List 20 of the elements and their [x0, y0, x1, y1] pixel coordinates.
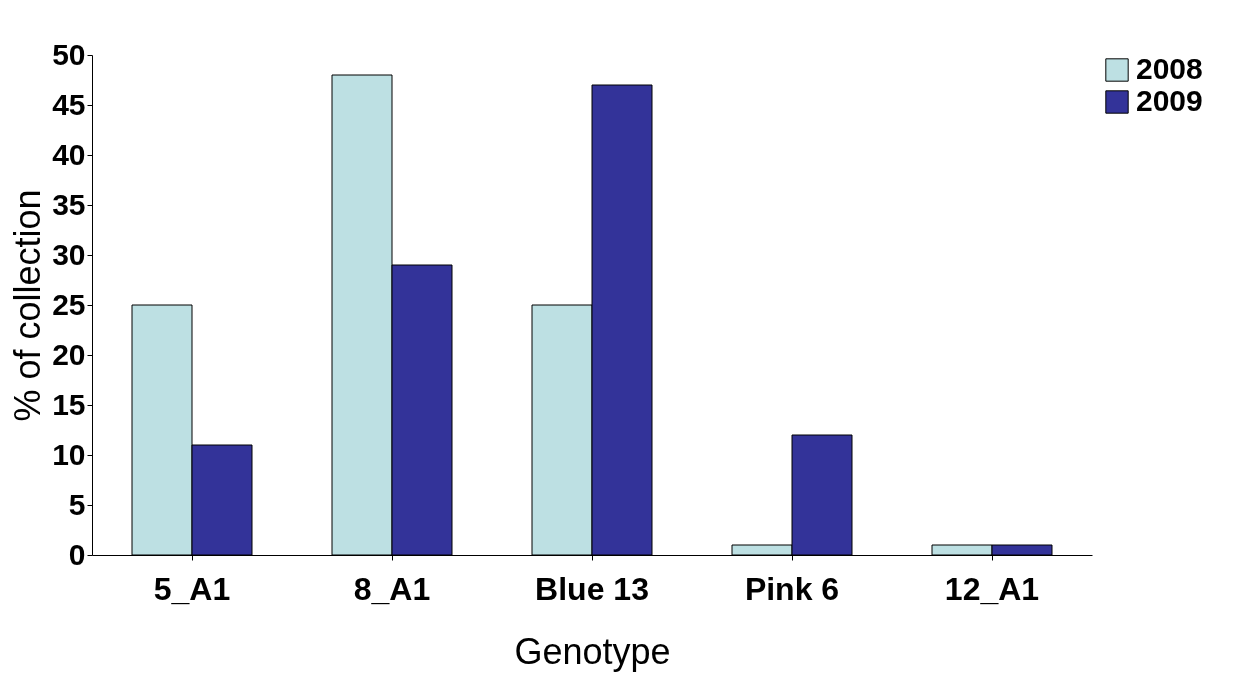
y-axis-title: % of collection: [7, 189, 49, 422]
legend-label: 2008: [1136, 52, 1203, 85]
y-tick-label: 35: [52, 187, 86, 221]
x-tick-label: 12_A1: [944, 570, 1040, 607]
y-tick-label: 0: [68, 537, 86, 571]
y-tick-label: 45: [52, 87, 86, 121]
x-tick-label: 8_A1: [353, 570, 431, 607]
x-tick-label: Blue 13: [535, 570, 649, 607]
y-tick-label: 20: [52, 337, 86, 371]
x-tick-label: Pink 6: [744, 570, 840, 607]
y-tick-label: 40: [52, 137, 86, 171]
x-axis-title: Genotype: [514, 630, 671, 672]
legend-label: 2009: [1136, 84, 1203, 117]
y-tick-label: 5: [68, 487, 86, 521]
y-tick-label: 15: [52, 387, 86, 421]
y-tick-label: 10: [52, 437, 86, 471]
y-tick-label: 50: [52, 37, 86, 71]
y-tick-label: 30: [52, 237, 86, 271]
y-tick-label: 25: [52, 287, 86, 321]
x-tick-label: 5_A1: [153, 570, 231, 607]
